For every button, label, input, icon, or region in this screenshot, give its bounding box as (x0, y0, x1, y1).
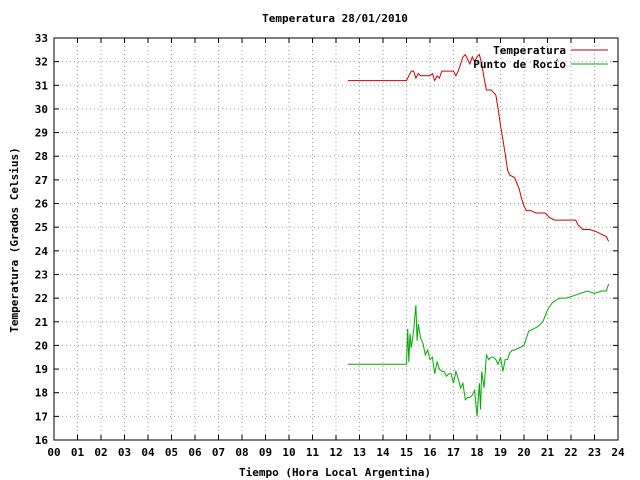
x-tick-label: 24 (611, 446, 625, 459)
series-line-temperatura (347, 53, 610, 242)
x-tick-label: 05 (165, 446, 178, 459)
y-tick-label: 17 (35, 410, 48, 423)
grid (53, 37, 619, 441)
x-tick-label: 18 (470, 446, 483, 459)
y-tick-label: 25 (35, 221, 48, 234)
x-tick-label: 00 (47, 446, 60, 459)
y-tick-label: 29 (35, 127, 48, 140)
x-tick-label: 08 (235, 446, 248, 459)
chart-title: Temperatura 28/01/2010 (262, 12, 408, 25)
x-tick-label: 20 (517, 446, 530, 459)
series-line-punto-de-rocio (347, 283, 610, 417)
y-axis-label: Temperatura (Grados Celsius) (8, 147, 21, 332)
x-tick-label: 12 (329, 446, 342, 459)
y-tick-label: 26 (35, 198, 49, 211)
y-tick-label: 32 (35, 56, 48, 69)
y-tick-label: 19 (35, 363, 48, 376)
series-lines (347, 53, 610, 417)
x-axis-label: Tiempo (Hora Local Argentina) (239, 466, 431, 479)
y-tick-label: 18 (35, 387, 48, 400)
x-tick-labels: 00 01 02 03 04 05 06 07 08 09 10 11 12 13 14 15 16 17 18 19… (47, 446, 625, 459)
x-tick-label: 01 (71, 446, 85, 459)
x-tick-label: 17 (447, 446, 460, 459)
y-tick-label: 23 (35, 268, 48, 281)
x-tick-label: 13 (353, 446, 366, 459)
x-tick-label: 14 (376, 446, 390, 459)
x-tick-label: 07 (212, 446, 225, 459)
y-tick-label: 31 (35, 79, 49, 92)
x-tick-label: 11 (306, 446, 320, 459)
x-tick-label: 19 (494, 446, 507, 459)
y-tick-label: 21 (35, 316, 49, 329)
x-tick-label: 21 (541, 446, 555, 459)
x-tick-label: 15 (400, 446, 413, 459)
x-tick-label: 10 (282, 446, 295, 459)
y-tick-label: 22 (35, 292, 48, 305)
x-tick-label: 09 (259, 446, 272, 459)
legend-label-punto-de-rocio: Punto de Rocío (473, 58, 566, 71)
y-tick-label: 16 (35, 434, 49, 447)
x-tick-label: 06 (188, 446, 202, 459)
y-tick-label: 27 (35, 174, 48, 187)
x-tick-label: 23 (588, 446, 601, 459)
x-tick-label: 02 (94, 446, 107, 459)
y-tick-label: 20 (35, 339, 48, 352)
x-tick-label: 04 (141, 446, 155, 459)
x-tick-label: 16 (423, 446, 437, 459)
tick-marks (53, 37, 619, 441)
legend-label-temperatura: Temperatura (493, 44, 566, 57)
y-tick-label: 28 (35, 150, 48, 163)
y-tick-labels: 16 17 18 19 20 21 22 23 24 25 26 27 28 29 30 31 32 33 (35, 32, 49, 447)
x-tick-label: 22 (564, 446, 577, 459)
y-tick-label: 24 (35, 245, 49, 258)
y-tick-label: 30 (35, 103, 48, 116)
y-tick-label: 33 (35, 32, 48, 45)
x-tick-label: 03 (118, 446, 131, 459)
